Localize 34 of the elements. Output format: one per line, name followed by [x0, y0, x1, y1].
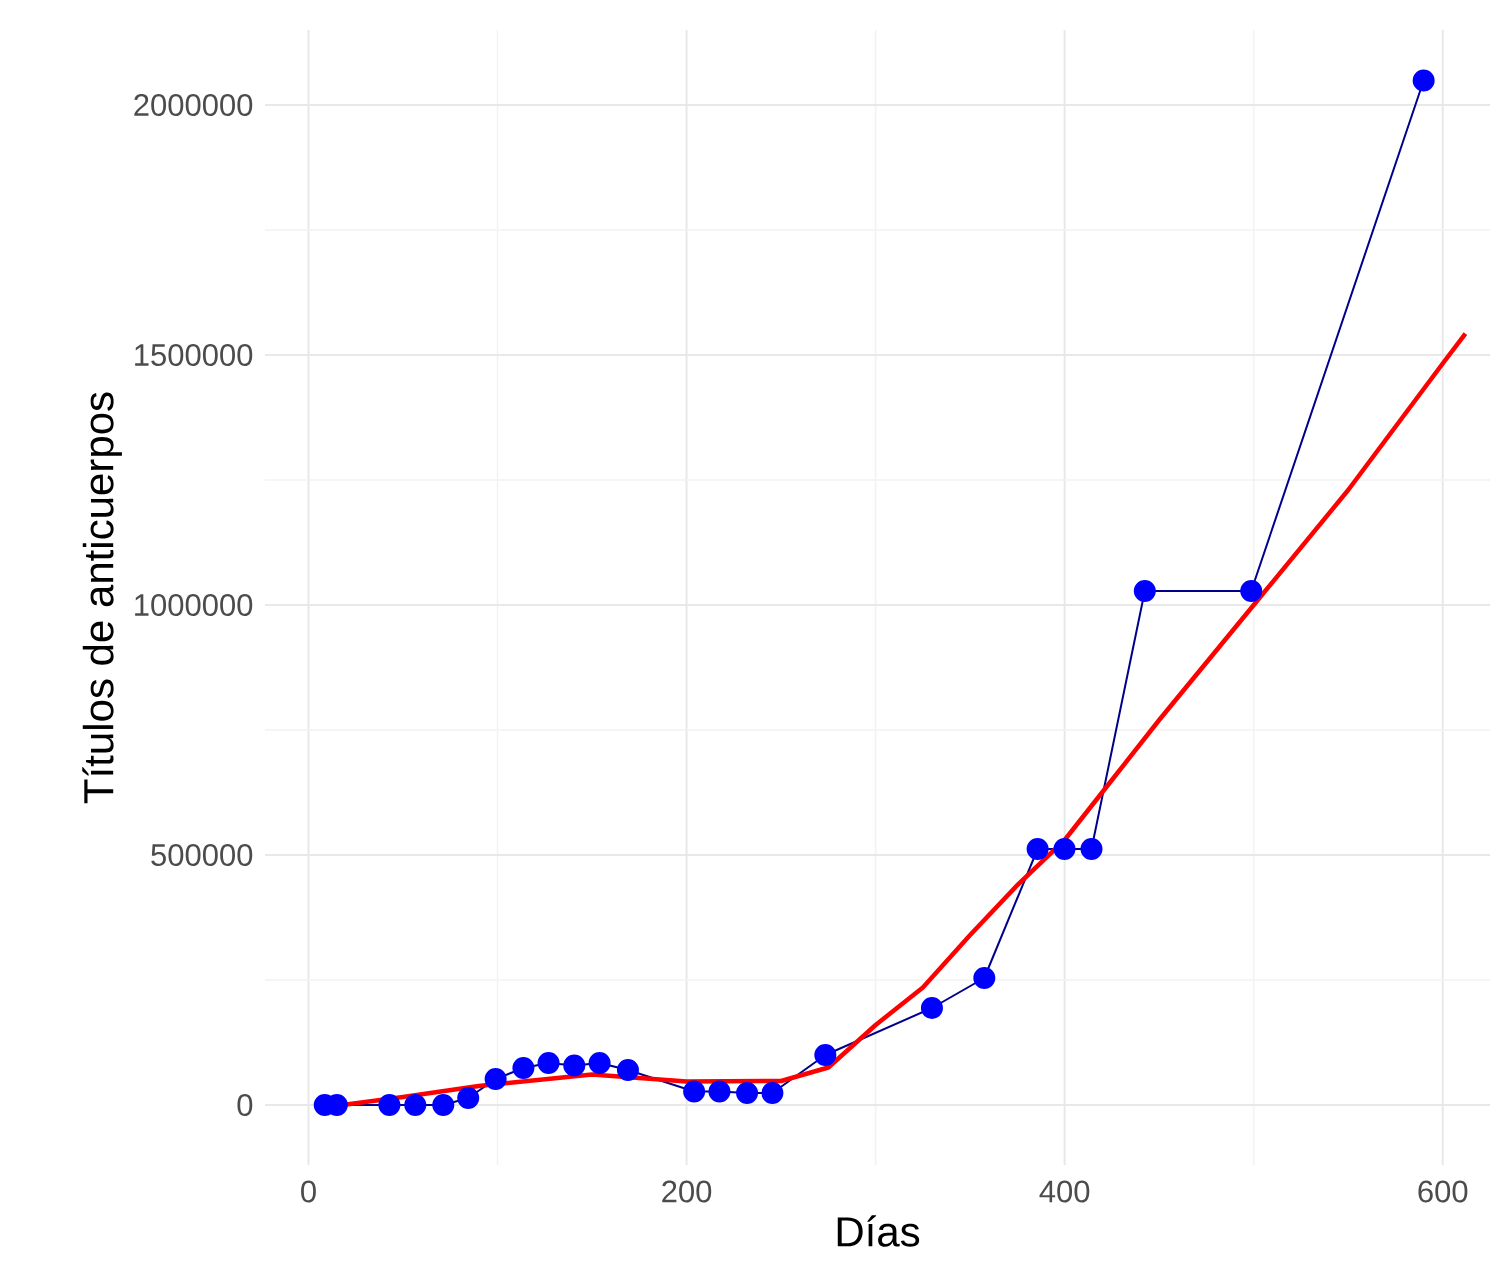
point [378, 1094, 401, 1116]
x-tick-label: 0 [301, 1180, 316, 1203]
point [708, 1080, 731, 1103]
point [616, 1059, 639, 1081]
point [814, 1044, 837, 1066]
point [683, 1080, 706, 1103]
point [432, 1094, 455, 1116]
point [588, 1052, 611, 1074]
point [973, 967, 996, 989]
point [404, 1094, 427, 1116]
point [563, 1054, 586, 1077]
y-axis-title: Títulos de anticuerpos [82, 392, 122, 804]
point [736, 1082, 759, 1104]
point [1053, 838, 1076, 861]
x-tick-label: 200 [662, 1180, 712, 1203]
point [457, 1087, 480, 1109]
y-tick-label: 500000 [151, 844, 253, 866]
point [761, 1082, 784, 1104]
point [1240, 580, 1263, 603]
x-axis-title: Días [837, 1215, 920, 1247]
point [1080, 838, 1103, 861]
point [537, 1052, 560, 1074]
y-tick-label: 1000000 [135, 594, 253, 616]
y-tick-label: 0 [237, 1094, 253, 1116]
y-tick-label: 2000000 [134, 94, 253, 116]
point [1026, 838, 1049, 861]
x-tick-label: 400 [1039, 1180, 1090, 1203]
point [1412, 69, 1435, 92]
point [920, 997, 943, 1019]
y-tick-label: 1500000 [135, 344, 253, 366]
x-tick-label: 600 [1418, 1180, 1468, 1203]
point [484, 1068, 507, 1090]
point [512, 1057, 535, 1079]
point [1133, 580, 1156, 603]
